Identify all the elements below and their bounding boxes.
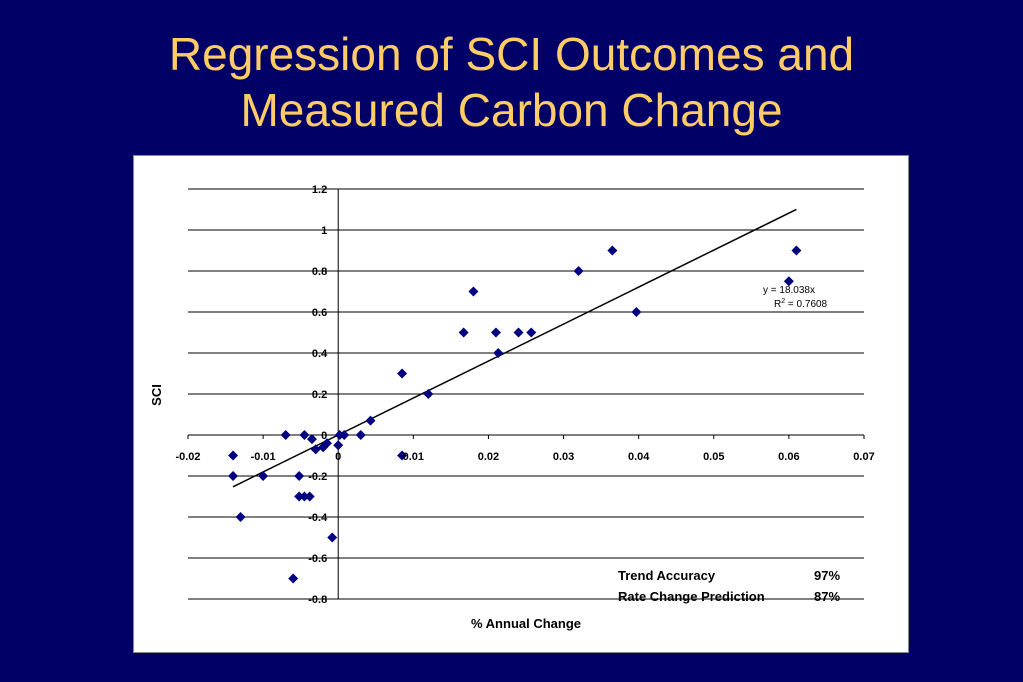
r-squared-label: R2 = 0.7608: [774, 298, 828, 310]
y-tick-label: -0.6: [308, 553, 327, 565]
data-point: [228, 471, 239, 481]
x-tick-label: 0.06: [778, 451, 799, 463]
rate-change-value: 87%: [814, 589, 840, 604]
data-point: [294, 491, 305, 502]
y-tick-label: 1.2: [312, 184, 327, 196]
y-tick-label: 0: [321, 430, 327, 442]
data-point: [280, 430, 291, 440]
data-point: [513, 327, 524, 338]
y-tick-label: 0.8: [312, 266, 327, 278]
data-point: [318, 442, 329, 453]
tick-labels: -0.8 -0.6 -0.4 -0.2 0 0.2 0.4 0.6 0.8 1 1.2 -0.02 -0…: [175, 184, 874, 606]
y-axis-title: SCI: [149, 384, 164, 406]
data-point: [365, 415, 376, 426]
data-points: [228, 245, 802, 584]
data-point: [288, 573, 299, 584]
x-tick-label: 0.02: [478, 451, 499, 463]
data-point: [321, 438, 332, 449]
title-line-2: Measured Carbon Change: [240, 84, 783, 136]
data-point: [631, 307, 642, 317]
data-point: [526, 327, 537, 338]
y-tick-label: -0.8: [308, 594, 327, 606]
x-tick-label: 0.07: [853, 451, 874, 463]
x-tick-label: 0: [335, 451, 341, 463]
chart-panel: -0.8 -0.6 -0.4 -0.2 0 0.2 0.4 0.6 0.8 1 1.2 -0.02 -0…: [133, 155, 909, 653]
x-tick-label: 0.03: [553, 451, 574, 463]
x-axis-title: % Annual Change: [471, 616, 581, 631]
trendline-equation: y = 18.038x: [763, 285, 815, 296]
data-point: [235, 512, 246, 522]
data-point: [783, 276, 794, 287]
data-point: [339, 430, 350, 440]
title-line-1: Regression of SCI Outcomes and: [168, 28, 855, 80]
x-tick-label: -0.01: [251, 451, 276, 463]
data-point: [306, 434, 317, 445]
scatter-chart: -0.8 -0.6 -0.4 -0.2 0 0.2 0.4 0.6 0.8 1 1.2 -0.02 -0…: [149, 184, 875, 631]
data-point: [258, 471, 269, 481]
data-point: [310, 444, 321, 455]
rate-change-label: Rate Change Prediction: [618, 589, 765, 604]
y-tick-label: 0.4: [312, 348, 328, 360]
data-point: [791, 245, 802, 256]
data-point: [299, 430, 310, 440]
data-point: [397, 450, 408, 461]
data-point: [333, 440, 344, 451]
x-tick-label: -0.02: [175, 451, 200, 463]
data-point: [397, 368, 408, 379]
y-tick-label: -0.4: [308, 512, 328, 524]
x-tick-label: 0.05: [703, 451, 724, 463]
x-tick-label: 0.01: [403, 451, 424, 463]
data-point: [304, 491, 315, 502]
y-tick-label: -0.2: [308, 471, 327, 483]
data-point: [468, 286, 479, 297]
x-tick-label: 0.04: [628, 451, 650, 463]
data-point: [607, 245, 618, 256]
data-point: [423, 389, 434, 399]
y-tick-label: 0.6: [312, 307, 327, 319]
data-point: [294, 471, 305, 481]
data-point: [493, 348, 504, 358]
data-point: [573, 266, 584, 276]
trend-accuracy-value: 97%: [814, 568, 840, 583]
slide-title: Regression of SCI Outcomes and Measured …: [0, 26, 1023, 138]
data-point: [228, 450, 239, 461]
y-tick-label: 1: [321, 225, 327, 237]
y-tick-label: 0.2: [312, 389, 327, 401]
data-point: [355, 430, 366, 440]
data-point: [490, 327, 501, 338]
data-point: [327, 532, 338, 543]
gridlines: [188, 188, 864, 600]
data-point: [299, 491, 310, 502]
trend-accuracy-label: Trend Accuracy: [618, 568, 716, 583]
data-point: [458, 327, 469, 338]
